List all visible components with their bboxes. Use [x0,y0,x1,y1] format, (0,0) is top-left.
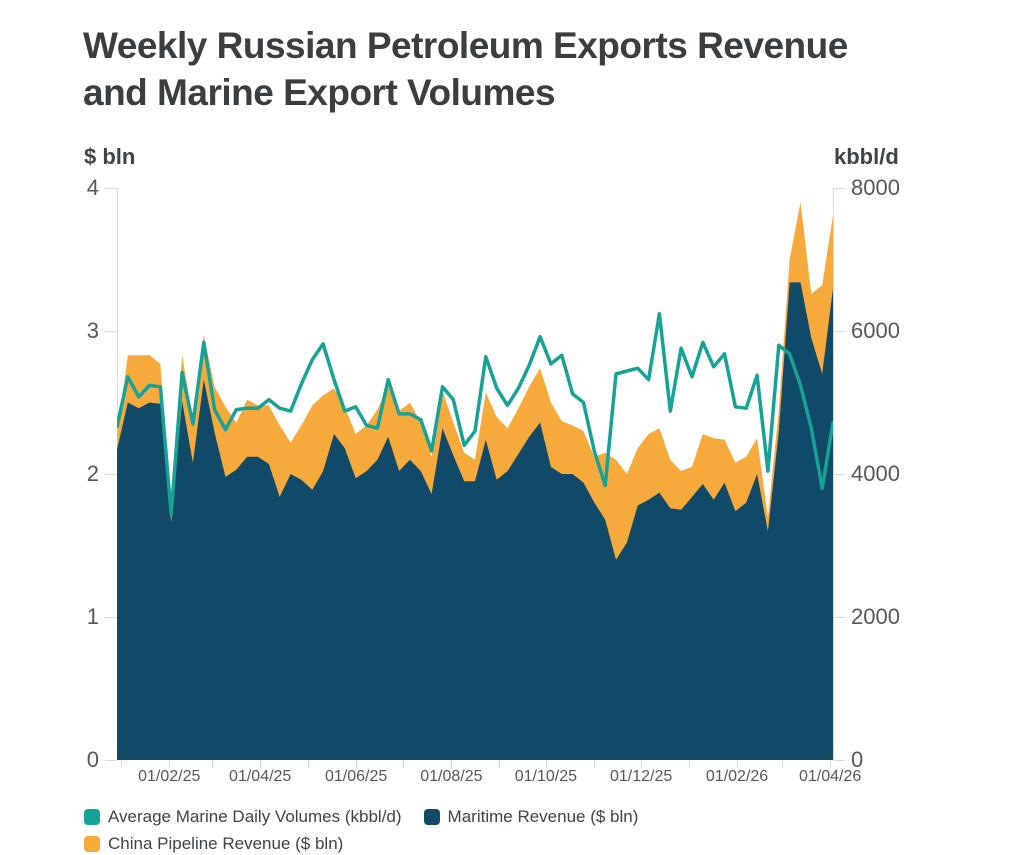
page-title-line2: and Marine Export Volumes [83,72,556,113]
marine-volumes-line [117,312,833,516]
y-axis-left-tick-label: 1 [86,604,99,629]
y-axis-right-tick [833,474,845,475]
page-title-line1: Weekly Russian Petroleum Exports Revenue [83,25,848,66]
y-axis-left-tick-label: 2 [86,461,99,486]
volumes-swatch-icon [84,809,100,825]
x-axis-tick [402,760,404,768]
x-axis-tick [451,760,453,768]
y-axis-right-tick-label: 2000 [851,604,900,629]
x-axis-tick-label: 01/02/26 [705,768,769,785]
y-axis-left-tick-label: 4 [86,175,99,200]
y-axis-left-tick-label: 3 [86,318,99,343]
legend-label-volumes: Average Marine Daily Volumes (kbbl/d) [108,807,402,826]
y-axis-left-tick [105,760,117,761]
x-axis-tick [737,760,739,768]
y-axis-right-tick [833,331,845,332]
x-axis-tick-label: 01/12/25 [609,768,673,785]
legend-label-china: China Pipeline Revenue ($ bln) [108,834,344,853]
x-axis-tick-label: 01/04/26 [798,768,862,785]
x-axis-tick [545,760,547,768]
y-axis-left-tick [105,474,117,475]
y-axis-left-tick-label: 0 [86,747,99,772]
x-axis-tick [782,760,784,768]
x-axis-tick [830,760,832,768]
legend-item-volumes: Average Marine Daily Volumes (kbbl/d) [84,806,402,828]
maritime-swatch-icon [423,809,440,825]
x-axis-tick [212,760,214,768]
legend-item-china: China Pipeline Revenue ($ bln) [84,833,343,855]
x-axis-tick-label: 01/02/25 [138,768,201,785]
legend-row-1: Average Marine Daily Volumes (kbbl/d) Ma… [84,806,984,828]
x-axis-tick [498,760,500,768]
x-axis-tick-label: 01/04/25 [229,768,292,785]
y-axis-left-tick [105,331,117,332]
x-axis-tick-label: 01/06/25 [325,768,388,785]
y-axis-right-tick-label: 8000 [851,175,900,200]
x-axis-tick [260,760,262,768]
y-axis-right-tick-label: 4000 [851,461,900,486]
y-axis-right-tick-label: 0 [851,747,864,772]
y-axis-right-tick [833,617,845,618]
legend-item-maritime: Maritime Revenue ($ bln) [423,806,639,828]
x-axis-tick-label: 01/10/25 [514,768,578,785]
y-axis-right-tick [833,188,845,189]
legend: Average Marine Daily Volumes (kbbl/d) Ma… [84,806,984,855]
x-axis-tick [308,760,310,768]
y-axis-right-tick-label: 6000 [851,318,900,343]
x-axis-tick [356,760,358,768]
y-axis-left-tick [105,188,117,189]
y-axis-left-tick [105,617,117,618]
maritime-revenue-area [117,282,833,760]
x-axis-tick [593,760,595,768]
left-axis-unit-label: $ bln [84,144,136,169]
x-axis-tick [689,760,691,768]
china-swatch-icon [84,836,100,852]
legend-row-2: China Pipeline Revenue ($ bln) [84,833,984,855]
x-axis-tick [641,760,643,768]
plot-area [117,188,833,760]
chart-canvas [117,202,833,760]
x-axis-tick [121,760,123,768]
y-axis-right-tick [833,760,845,761]
right-axis-unit-label: kbbl/d [834,144,899,169]
legend-label-maritime: Maritime Revenue ($ bln) [447,807,639,826]
page-title: Weekly Russian Petroleum Exports Revenue… [83,22,943,116]
x-axis-tick [169,760,171,768]
x-axis-tick-label: 01/08/25 [420,768,483,785]
